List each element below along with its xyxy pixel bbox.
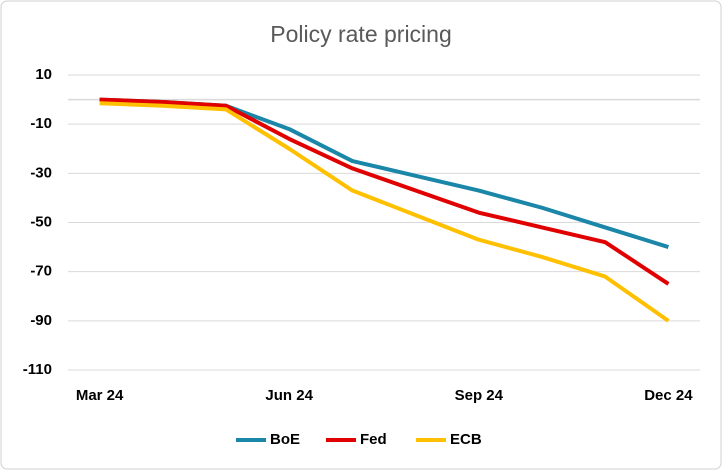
- line-series: [99, 101, 670, 323]
- y-tick-label: -110: [23, 361, 52, 378]
- y-tick-label: -90: [30, 312, 52, 329]
- legend-label: BoE: [270, 431, 300, 448]
- y-tick-label: -10: [30, 115, 52, 132]
- line-series: [99, 97, 670, 286]
- chart-title: Policy rate pricing: [270, 21, 452, 47]
- x-tick-label: Dec 24: [644, 387, 693, 404]
- x-tick-label: Jun 24: [265, 387, 313, 404]
- x-tick-label: Mar 24: [76, 387, 124, 404]
- legend-label: Fed: [360, 431, 387, 448]
- legend-label: ECB: [450, 431, 482, 448]
- x-tick-label: Sep 24: [455, 387, 504, 404]
- y-tick-label: -30: [30, 164, 52, 181]
- y-tick-label: 10: [35, 66, 52, 83]
- y-tick-label: -70: [30, 263, 52, 280]
- y-tick-label: -50: [30, 213, 52, 230]
